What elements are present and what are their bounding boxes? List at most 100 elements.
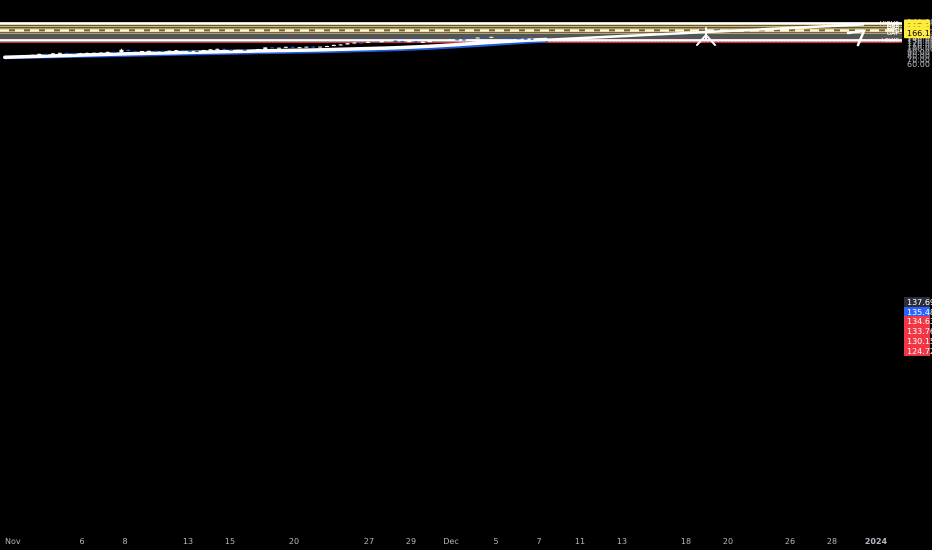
time-tick-label: 6	[79, 537, 84, 546]
candle-body	[222, 48, 227, 50]
price-tick-label: 100.00	[907, 45, 932, 54]
candle-body	[208, 49, 213, 51]
candle-body	[146, 50, 151, 52]
candle-body	[126, 49, 131, 52]
candle-body	[352, 42, 357, 44]
price-tick-label: 90.00	[907, 48, 930, 57]
candle-body	[44, 53, 49, 55]
projection-arrows	[533, 23, 867, 47]
candle-body	[345, 43, 350, 45]
time-tick-label: 28	[827, 537, 837, 546]
candle-body	[297, 47, 302, 49]
time-tick-label: 29	[406, 537, 416, 546]
price-tick-label: 120.00	[907, 39, 932, 48]
candle-body	[331, 44, 336, 46]
candle-body	[290, 46, 295, 48]
candle-body	[516, 38, 521, 40]
candle-body	[16, 55, 21, 57]
candle-body	[92, 52, 97, 54]
candles	[3, 36, 535, 58]
candle-body	[455, 39, 460, 41]
price-tick-label: 140.00	[907, 34, 932, 43]
level-tag-value: 166.19	[907, 29, 932, 38]
level-label-gap-1: GAP	[887, 22, 900, 29]
candle-body	[407, 41, 412, 43]
candle-body	[98, 52, 103, 54]
candle-body	[133, 51, 138, 53]
candle-body	[427, 41, 432, 43]
candle-body	[448, 39, 453, 41]
candle-body	[338, 44, 343, 46]
price-tick-label: 70.00	[907, 55, 930, 64]
candle-body	[187, 50, 192, 52]
candle-body	[263, 47, 268, 50]
time-tick-label: 27	[364, 537, 374, 546]
candle-body	[420, 41, 425, 43]
candle-body	[50, 53, 55, 55]
price-tag-value: 130.15	[907, 337, 932, 346]
candle-body	[3, 56, 7, 58]
candle-body	[9, 56, 14, 58]
candle-body	[530, 38, 535, 40]
candle-body	[181, 50, 186, 52]
candle-body	[153, 50, 158, 52]
level-label-lows-7: LOWS	[881, 37, 899, 44]
time-tick-label: 20	[289, 537, 299, 546]
candle-body	[215, 48, 220, 50]
candle-body	[324, 45, 329, 47]
candle-body	[23, 55, 28, 57]
candle-body	[235, 49, 240, 51]
candle-body	[160, 50, 165, 52]
candle-body	[372, 41, 377, 43]
diagonal-projection-line	[534, 23, 865, 42]
candle-body	[64, 52, 69, 54]
price-tag-bg	[904, 336, 930, 346]
candle-body	[57, 52, 62, 54]
vertical-arrowhead	[696, 33, 716, 46]
level-label-gap-2: GAP	[887, 23, 900, 30]
diagonal-arrowhead	[846, 29, 867, 47]
candle-body	[30, 54, 35, 56]
time-tick-label: Nov	[5, 537, 21, 546]
candle-body	[167, 50, 172, 52]
candle-body	[71, 53, 76, 55]
moving-averages	[3, 37, 548, 60]
candle-body	[242, 49, 247, 51]
candle-body	[475, 37, 480, 39]
price-tag-value: 134.63	[907, 317, 932, 326]
candle-body	[78, 53, 83, 55]
candle-body	[140, 51, 144, 53]
time-tick-label: 26	[785, 537, 795, 546]
candle-body	[468, 37, 473, 39]
candle-body	[503, 37, 508, 39]
price-tick-label: 130.00	[907, 37, 932, 46]
price-tick-label: 80.00	[907, 51, 930, 60]
ema-fast-line	[3, 37, 548, 60]
candle-body	[400, 41, 405, 43]
price-tag-value: 135.48	[907, 308, 932, 317]
price-tag-bg	[904, 307, 930, 317]
candle-body	[283, 46, 288, 48]
time-tick-label: 13	[617, 537, 627, 546]
time-axis: Nov 6 8 13 15 20 27 29 Dec 5 7 11 13 18 20 26 28 2024	[5, 537, 888, 546]
candle-body	[366, 41, 371, 43]
time-tick-label: 11	[575, 537, 585, 546]
time-tick-label: 5	[493, 537, 498, 546]
candle-body	[112, 51, 117, 53]
candle-body	[434, 39, 439, 42]
candle-body	[270, 47, 275, 49]
candle-body	[201, 49, 206, 52]
price-tag-bg	[904, 316, 930, 326]
price-tag-bg	[904, 346, 930, 356]
time-tick-label: 20	[723, 537, 733, 546]
time-tick-label: 8	[122, 537, 127, 546]
time-tick-label: 2024	[865, 537, 888, 546]
price-tags: 221.62207.96191.65177.17166.19137.69135.…	[904, 19, 932, 356]
price-tag-value: 124.72	[907, 347, 932, 356]
price-tick-label: 60.00	[907, 60, 930, 69]
time-tick-label: 18	[681, 537, 691, 546]
level-tag-bg	[904, 28, 930, 39]
time-tick-label: 7	[536, 537, 541, 546]
candle-body	[379, 41, 384, 43]
